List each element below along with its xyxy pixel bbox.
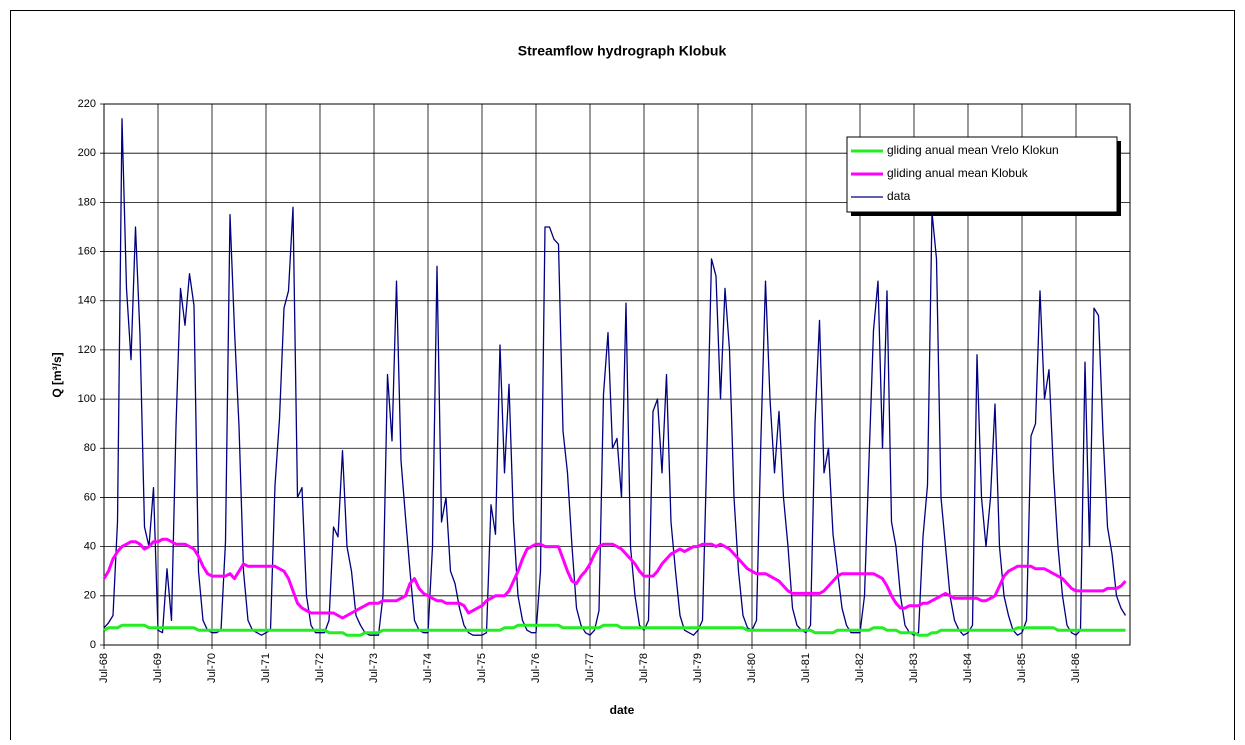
legend-label: gliding anual mean Klobuk [887,166,1029,180]
legend-label: gliding anual mean Vrelo Klokun [887,143,1059,157]
x-tick-label: Jul-70 [206,653,218,683]
x-tick-label: Jul-85 [1016,653,1028,683]
x-tick-label: Jul-76 [530,653,542,683]
y-tick-label: 80 [84,442,96,454]
y-axis-label: Q [m³/s] [50,352,64,397]
series-line [103,623,1126,637]
y-tick-label: 140 [78,295,96,307]
series-line [103,118,1127,636]
x-tick-label: Jul-73 [368,653,380,683]
x-tick-label: Jul-84 [962,653,974,683]
x-axis-label: date [610,703,635,717]
x-tick-label: Jul-75 [476,653,488,683]
series-line [102,537,1127,620]
x-tick-label: Jul-71 [260,653,272,683]
x-tick-label: Jul-86 [1070,653,1082,683]
y-tick-label: 200 [78,147,96,159]
chart-title: Streamflow hydrograph Klobuk [518,43,727,59]
y-tick-label: 120 [78,344,96,356]
legend-label: data [887,189,911,203]
x-tick-label: Jul-79 [692,653,704,683]
y-tick-label: 60 [84,491,96,503]
y-tick-label: 20 [84,590,96,602]
y-tick-label: 180 [78,196,96,208]
x-tick-label: Jul-74 [422,653,434,683]
x-tick-label: Jul-82 [854,653,866,683]
x-tick-label: Jul-69 [152,653,164,683]
y-tick-label: 100 [78,393,96,405]
x-tick-label: Jul-81 [800,653,812,683]
y-tick-label: 220 [78,98,96,110]
y-tick-label: 0 [90,639,96,651]
y-tick-label: 40 [84,541,96,553]
x-tick-label: Jul-72 [314,653,326,683]
x-tick-label: Jul-83 [908,653,920,683]
x-tick-label: Jul-77 [584,653,596,683]
x-tick-label: Jul-78 [638,653,650,683]
y-tick-label: 160 [78,245,96,257]
x-tick-label: Jul-68 [98,653,110,683]
x-tick-label: Jul-80 [746,653,758,683]
legend [846,136,1118,213]
